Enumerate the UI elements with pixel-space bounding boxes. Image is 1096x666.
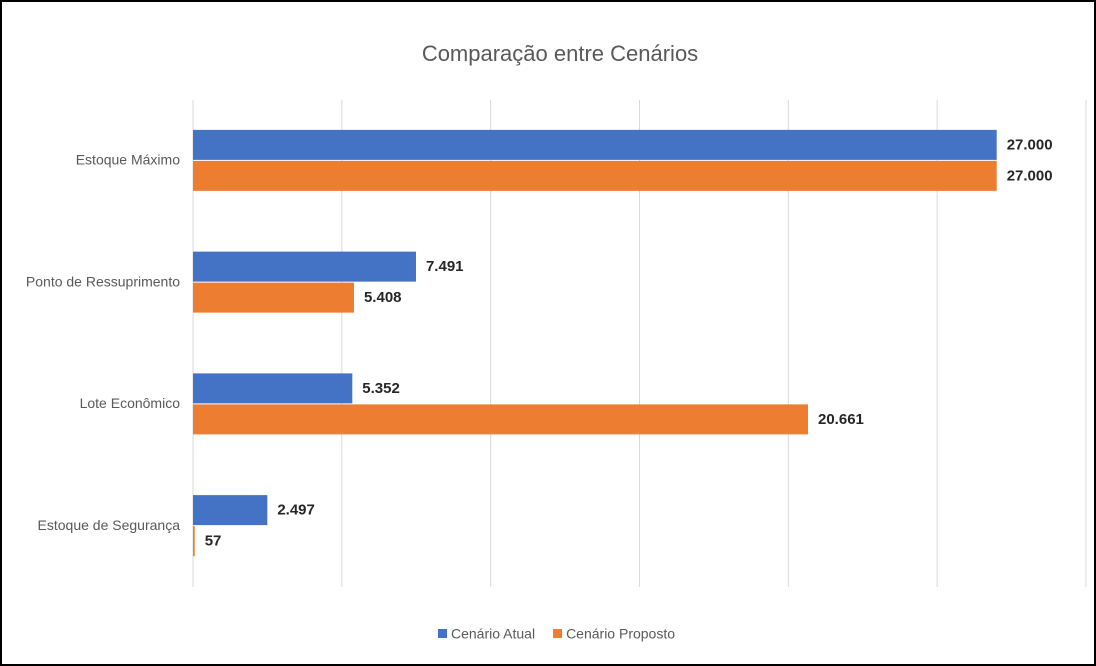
data-label: 20.661 [818,411,864,428]
data-label: 2.497 [277,502,315,519]
bar [193,526,195,557]
y-tick-label: Estoque Máximo [76,152,180,168]
legend-swatch [438,629,447,638]
chart-title: Comparação entre Cenários [422,41,698,66]
data-label: 7.491 [426,258,464,275]
data-label: 27.000 [1007,167,1053,184]
data-label: 57 [205,533,222,550]
legend-label: Cenário Proposto [566,626,675,642]
y-tick-label: Lote Econômico [80,395,181,411]
legend-swatch [553,629,563,638]
data-label: 5.352 [362,380,400,397]
y-tick-label: Ponto de Ressuprimento [26,273,180,289]
bar [193,373,353,404]
bar [193,495,268,526]
data-label: 5.408 [364,289,402,306]
bar [193,404,809,435]
bar [193,282,354,313]
y-tick-label: Estoque de Segurança [38,517,181,533]
bar [193,129,997,160]
bar [193,160,997,191]
bar [193,251,416,282]
data-label: 27.000 [1007,136,1053,153]
legend-label: Cenário Atual [451,626,535,642]
